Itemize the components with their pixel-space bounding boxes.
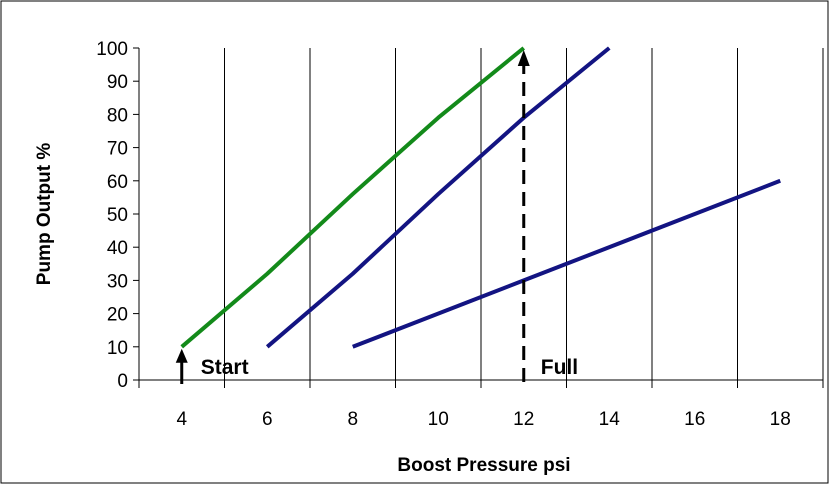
x-axis-title: Boost Pressure psi (397, 455, 570, 476)
y-tick-label: 40 (107, 238, 128, 259)
annotations: Start Full (175, 50, 578, 384)
x-tick-label: 12 (513, 409, 534, 430)
y-tick-label: 20 (107, 305, 128, 326)
start-arrow-head (175, 348, 188, 363)
y-tick-label: 50 (107, 205, 128, 226)
x-tick-label: 6 (262, 409, 273, 430)
x-tick-label: 4 (176, 409, 187, 430)
y-tick-label: 80 (107, 105, 128, 126)
y-tick-label: 60 (107, 172, 128, 193)
y-tick-label: 10 (107, 338, 128, 359)
series-line-2 (265, 46, 611, 349)
ticks: 0 10 20 30 40 50 60 70 80 90 100 4 6 8 10 12 14 16 18 (96, 39, 791, 430)
x-tick-label: 8 (347, 409, 358, 430)
start-label: Start (201, 356, 249, 379)
x-tick-label: 14 (599, 409, 621, 430)
series-line-1 (180, 46, 526, 349)
y-axis-title: Pump Output % (34, 143, 55, 286)
full-arrow-head (517, 50, 530, 66)
y-tick-label: 0 (117, 371, 128, 392)
x-tick-label: 16 (684, 409, 705, 430)
y-tick-label: 100 (96, 39, 128, 60)
full-label: Full (541, 356, 578, 379)
y-tick-label: 70 (107, 139, 128, 160)
x-tick-label: 10 (428, 409, 449, 430)
axes (133, 47, 824, 388)
y-tick-label: 90 (107, 72, 128, 93)
x-tick-label: 18 (770, 409, 791, 430)
y-tick-label: 30 (107, 271, 128, 292)
